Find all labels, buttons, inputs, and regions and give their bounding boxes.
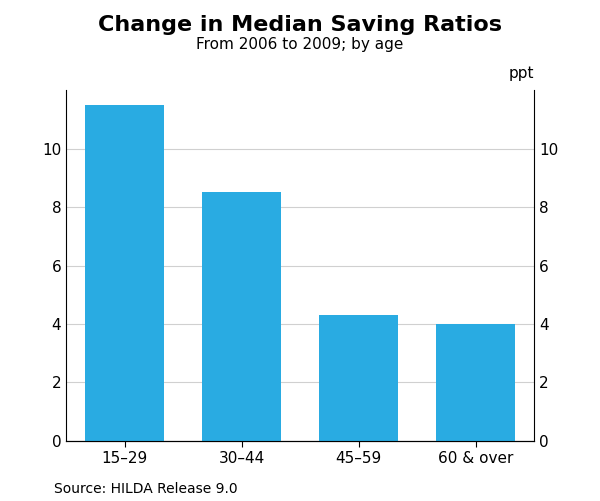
Bar xyxy=(85,105,164,441)
Bar xyxy=(319,315,398,441)
Title: From 2006 to 2009; by age: From 2006 to 2009; by age xyxy=(196,37,404,52)
Text: Source: HILDA Release 9.0: Source: HILDA Release 9.0 xyxy=(54,482,238,496)
Text: Change in Median Saving Ratios: Change in Median Saving Ratios xyxy=(98,15,502,35)
Bar xyxy=(202,192,281,441)
Text: ppt: ppt xyxy=(509,67,534,82)
Bar xyxy=(436,324,515,441)
